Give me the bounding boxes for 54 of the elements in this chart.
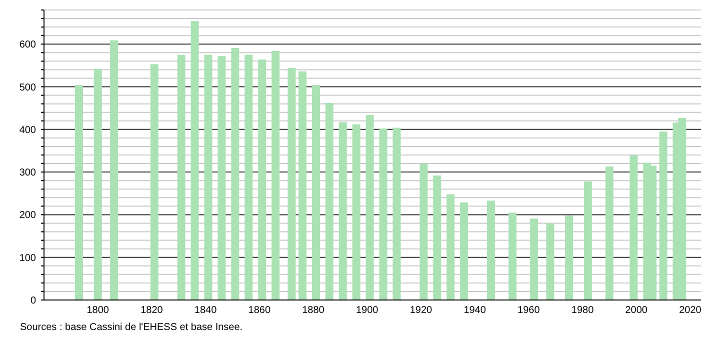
bar <box>177 54 186 300</box>
bar <box>392 128 401 300</box>
x-tick-label: 1960 <box>518 305 540 316</box>
bar <box>218 56 226 300</box>
source-note: Sources : base Cassini de l'EHESS et base Insee. <box>20 322 243 333</box>
x-tick-label: 1800 <box>86 305 110 316</box>
x-tick-label: 1980 <box>571 305 594 316</box>
y-tick-label: 600 <box>19 40 36 51</box>
bar <box>204 54 212 300</box>
bar <box>272 50 280 300</box>
bar <box>244 54 253 300</box>
bar <box>486 200 495 300</box>
bar <box>325 102 334 300</box>
bar <box>288 68 296 300</box>
y-tick-label: 400 <box>19 124 36 136</box>
bar <box>508 212 517 300</box>
x-tick-label: 1880 <box>302 305 325 316</box>
bar <box>446 194 455 300</box>
bar <box>298 71 306 300</box>
bar <box>630 155 638 300</box>
bar <box>565 216 574 300</box>
bar <box>231 48 240 300</box>
bar <box>366 114 374 300</box>
bar <box>530 218 538 300</box>
y-tick-label: 100 <box>19 252 36 264</box>
y-tick-label: 200 <box>19 210 36 222</box>
x-tick-label: 1900 <box>356 305 379 316</box>
bar <box>420 164 428 300</box>
bar <box>110 40 118 300</box>
bar <box>460 202 468 300</box>
x-tick-label: 1820 <box>140 305 164 316</box>
bar <box>75 85 84 300</box>
bar <box>312 85 320 300</box>
bar <box>433 175 442 300</box>
bar <box>190 21 199 300</box>
x-tick-label: 1920 <box>410 305 433 316</box>
x-tick-label: 1860 <box>248 305 271 316</box>
y-tick-label: 0 <box>30 296 36 306</box>
bar <box>546 223 554 300</box>
bar <box>659 132 668 300</box>
x-tick-label: 2000 <box>625 305 648 316</box>
x-tick-label: 1840 <box>194 305 218 316</box>
bar <box>584 181 592 300</box>
bar <box>379 128 388 300</box>
y-tick-label: 300 <box>19 168 36 179</box>
x-tick-label: 1940 <box>464 305 486 316</box>
y-tick-label: 500 <box>19 82 36 94</box>
x-tick-label: 2020 <box>679 305 702 316</box>
bar <box>94 68 102 300</box>
bar <box>150 64 158 300</box>
bar <box>352 124 360 300</box>
bar <box>258 59 266 300</box>
bar <box>338 122 347 300</box>
bar <box>605 166 614 300</box>
